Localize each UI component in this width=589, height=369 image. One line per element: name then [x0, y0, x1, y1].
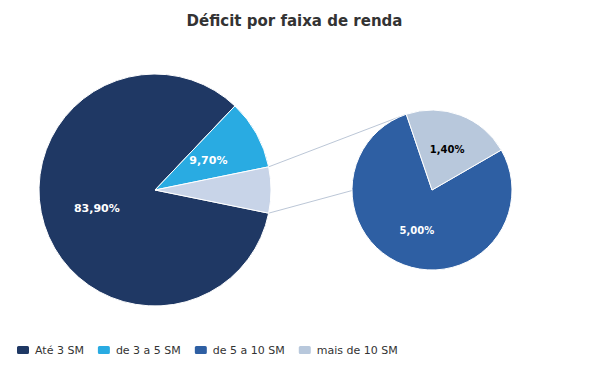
svg-text:1,40%: 1,40%: [430, 144, 465, 155]
svg-text:9,70%: 9,70%: [189, 154, 227, 167]
svg-text:de 3 a 5 SM: de 3 a 5 SM: [116, 344, 181, 357]
svg-text:83,90%: 83,90%: [74, 202, 120, 215]
svg-text:5,00%: 5,00%: [400, 225, 435, 236]
svg-text:mais de 10 SM: mais de 10 SM: [317, 344, 398, 357]
svg-text:Déficit por faixa de renda: Déficit por faixa de renda: [187, 12, 403, 30]
svg-text:de 5 a 10 SM: de 5 a 10 SM: [213, 344, 285, 357]
svg-text:Até 3 SM: Até 3 SM: [35, 344, 84, 357]
